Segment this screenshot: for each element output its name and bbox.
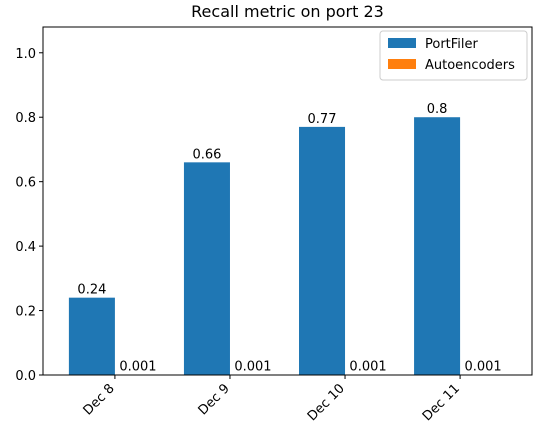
bar-portfiler-1 [183, 162, 230, 375]
bar-portfiler-3 [414, 117, 461, 375]
chart-title: Recall metric on port 23 [191, 2, 384, 21]
bar-value-label-portfiler-2: 0.77 [308, 112, 337, 127]
x-tick-label: Dec 9 [196, 381, 233, 418]
bar-value-label-autoencoders-1: 0.001 [234, 360, 271, 375]
legend: PortFiler Autoencoders [379, 30, 528, 81]
y-tick-label: 1.0 [15, 47, 36, 62]
y-tick-label: 0.4 [15, 240, 36, 255]
bar-portfiler-0 [68, 297, 115, 375]
x-tick-label: Dec 8 [81, 381, 118, 418]
y-tick-label: 0.0 [15, 369, 36, 384]
bar-value-label-autoencoders-0: 0.001 [119, 360, 156, 375]
y-tick-label: 0.8 [15, 111, 36, 126]
bar-value-label-portfiler-1: 0.66 [192, 147, 221, 162]
legend-box [379, 30, 528, 81]
bar-value-label-portfiler-0: 0.24 [77, 283, 106, 298]
plot-frame [42, 26, 533, 376]
legend-swatch-autoencoders [388, 59, 416, 69]
bar-labels-group: 0.24 0.66 0.77 0.8 0.001 0.001 0.001 0.001 [77, 102, 501, 374]
legend-swatch-portfiler [388, 38, 416, 48]
y-tick-label: 0.6 [15, 176, 36, 191]
x-tick-label: Dec 10 [305, 381, 348, 424]
legend-label-autoencoders: Autoencoders [425, 58, 515, 73]
bar-value-label-autoencoders-3: 0.001 [464, 360, 501, 375]
bars-group [68, 117, 507, 375]
bar-value-label-portfiler-3: 0.8 [427, 102, 448, 117]
y-tick-label: 0.2 [15, 305, 36, 320]
x-axis: Dec 8 Dec 9 Dec 10 Dec 11 [81, 375, 463, 424]
bar-value-label-autoencoders-2: 0.001 [349, 360, 386, 375]
bar-portfiler-2 [299, 126, 346, 375]
x-tick-label: Dec 11 [420, 381, 463, 424]
y-axis: 0.0 0.2 0.4 0.6 0.8 1.0 [15, 47, 43, 384]
legend-label-portfiler: PortFiler [425, 37, 479, 52]
